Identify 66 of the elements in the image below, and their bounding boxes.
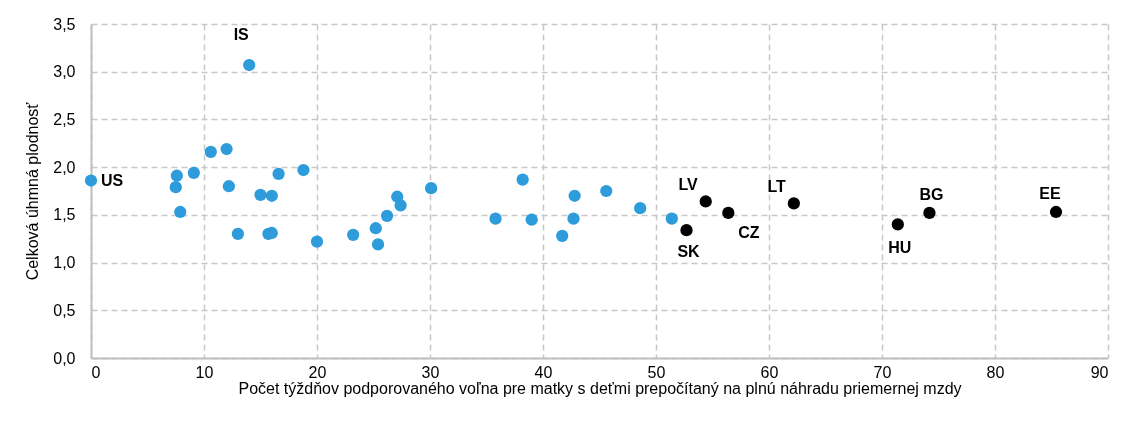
annotation: BG <box>919 185 944 203</box>
x-tick-label: 40 <box>534 363 553 381</box>
point <box>787 197 800 210</box>
point <box>347 228 360 242</box>
point <box>254 188 267 201</box>
point <box>170 169 183 182</box>
x-tick-label: 0 <box>91 363 101 381</box>
y-tick-label: 0,0 <box>53 349 76 367</box>
point <box>923 206 936 220</box>
point <box>516 173 529 186</box>
point <box>297 163 310 177</box>
point <box>265 189 278 202</box>
point <box>174 205 187 219</box>
y-tick-label: 0,5 <box>53 301 76 319</box>
annotation: LV <box>678 176 699 194</box>
annotation: US <box>101 171 124 189</box>
point <box>680 224 693 237</box>
point <box>243 58 256 72</box>
point <box>369 222 382 235</box>
annotation: CZ <box>738 223 760 241</box>
y-tick-label: 3,0 <box>53 63 76 81</box>
x-tick-label: 80 <box>986 363 1005 381</box>
point <box>665 212 678 225</box>
point <box>204 145 217 158</box>
x-tick-label: 50 <box>647 363 666 381</box>
point <box>187 166 200 179</box>
point <box>169 181 182 194</box>
y-tick-label: 3,5 <box>53 15 76 33</box>
point <box>489 212 502 225</box>
point <box>220 142 233 156</box>
x-tick-label: 20 <box>308 363 327 381</box>
point <box>380 209 394 222</box>
y-tick-label: 2,0 <box>53 158 76 176</box>
x-tick-label: 70 <box>873 363 892 381</box>
y-tick-label: 2,5 <box>53 110 76 128</box>
x-tick-label: 30 <box>421 363 440 381</box>
y-tick-label: 1,5 <box>53 206 76 224</box>
annotation: LT <box>767 178 787 196</box>
point <box>84 174 98 187</box>
point <box>310 235 324 248</box>
x-axis-title: Počet týždňov podporovaného voľna pre matky s deťmi prepočítaný na plnú náhradu priemernej mzdy <box>238 379 962 397</box>
point <box>525 213 538 226</box>
x-tick-label: 60 <box>760 363 779 381</box>
point <box>556 229 569 242</box>
annotation: IS <box>233 26 250 44</box>
point <box>394 199 407 212</box>
point <box>425 182 438 195</box>
point <box>231 227 245 241</box>
x-tick-label: 10 <box>195 363 214 381</box>
point <box>699 195 712 208</box>
point <box>567 212 580 225</box>
point <box>891 218 904 231</box>
point <box>634 202 647 215</box>
point <box>272 167 285 180</box>
point <box>371 238 385 251</box>
annotation: SK <box>677 243 701 261</box>
annotation: HU <box>888 239 912 257</box>
y-axis-title: Celková úhmná plodnosť <box>24 101 42 281</box>
point <box>722 206 735 220</box>
point <box>600 184 613 198</box>
point <box>568 189 581 202</box>
point <box>222 180 235 193</box>
x-tick-label: 90 <box>1090 363 1109 381</box>
point <box>1049 205 1063 219</box>
annotation: EE <box>1039 184 1062 202</box>
y-tick-label: 1,0 <box>53 254 76 272</box>
